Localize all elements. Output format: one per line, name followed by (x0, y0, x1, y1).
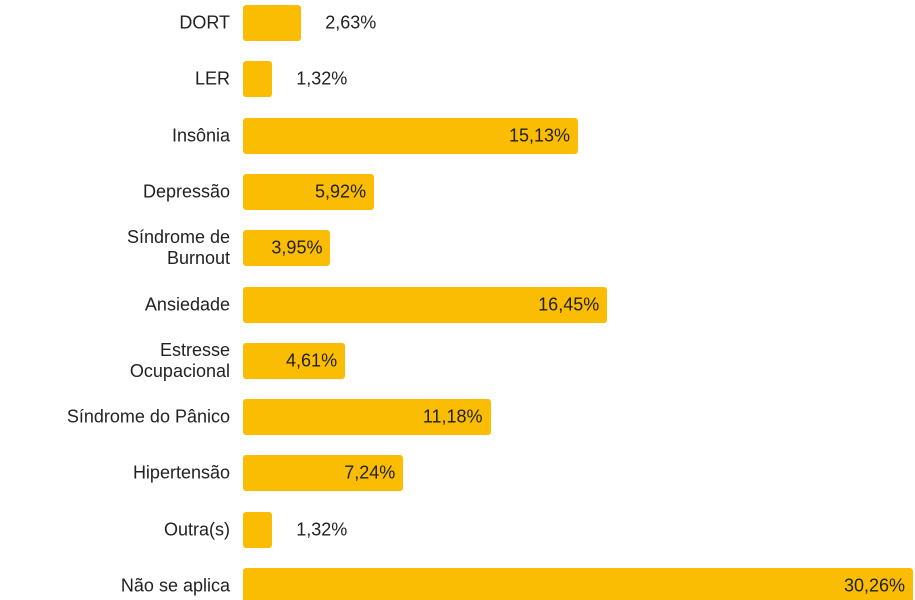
category-label: LER (194, 68, 230, 89)
category-label: Insônia (171, 125, 230, 146)
category-label: Síndrome de Burnout (126, 227, 230, 269)
bar (243, 286, 608, 323)
bar (243, 342, 346, 379)
category-label: DORT (179, 12, 230, 33)
value-label: 1,32% (296, 68, 348, 89)
value-label: 3,95% (271, 237, 323, 258)
bar (243, 511, 273, 548)
category-label: Outra(s) (163, 519, 230, 540)
value-label: 16,45% (538, 294, 600, 314)
bar (243, 173, 375, 210)
category-label: Depressão (142, 181, 230, 202)
bar (243, 5, 302, 41)
value-label: 1,32% (296, 519, 348, 540)
category-label: Ansiedade (144, 294, 230, 314)
bar (243, 117, 578, 154)
category-label: Hipertensão (132, 462, 230, 483)
bar (243, 568, 913, 600)
bar (243, 61, 273, 98)
category-label: Não se aplica (120, 575, 230, 596)
bar (243, 455, 404, 492)
value-label: 4,61% (286, 350, 338, 371)
bar (243, 230, 331, 267)
value-label: 7,24% (344, 462, 396, 483)
value-label: 15,13% (508, 125, 570, 146)
category-label: Síndrome do Pânico (66, 406, 230, 427)
value-label: 11,18% (422, 406, 483, 427)
value-label: 5,92% (315, 181, 367, 202)
bar (243, 399, 491, 436)
category-label: Estresse Ocupacional (129, 339, 230, 381)
value-label: 30,26% (843, 575, 905, 596)
value-label: 2,63% (325, 12, 377, 33)
